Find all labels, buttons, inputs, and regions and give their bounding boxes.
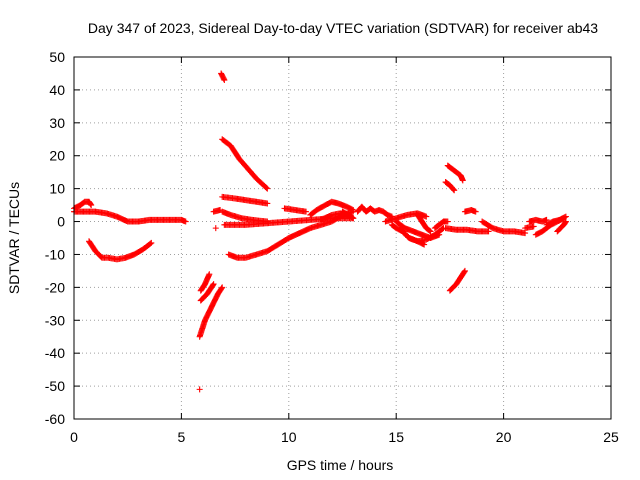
data-point: [218, 285, 225, 292]
data-point: [421, 241, 428, 248]
data-point: [302, 208, 309, 215]
data-point: [350, 215, 357, 222]
data-point: [426, 227, 433, 234]
data-point: [562, 218, 569, 225]
y-tick-label: -20: [45, 279, 65, 295]
data-point: [427, 228, 434, 235]
data-point: [263, 184, 270, 191]
data-point: [451, 187, 458, 194]
data-point: [209, 282, 216, 289]
data-point: [423, 213, 430, 220]
y-tick-label: 10: [49, 181, 65, 197]
data-point: [147, 240, 154, 247]
data-point: [436, 231, 443, 238]
y-tick-label: 20: [49, 148, 65, 164]
x-tick-label: 0: [70, 429, 78, 445]
y-tick-label: -50: [45, 378, 65, 394]
x-tick-label: 20: [496, 429, 512, 445]
data-point: [264, 185, 271, 192]
data-point: [196, 386, 203, 393]
axis-ticks: [73, 56, 612, 420]
chart-title: Day 347 of 2023, Sidereal Day-to-day VTE…: [88, 20, 598, 36]
data-point: [485, 228, 492, 235]
y-axis-label: SDTVAR / TECUs: [6, 182, 22, 294]
data-point: [444, 218, 451, 225]
data-point: [461, 268, 468, 275]
data-point: [459, 177, 466, 184]
data-point: [148, 239, 155, 246]
data-point: [182, 218, 189, 225]
x-tick-label: 10: [281, 429, 297, 445]
data-point: [88, 202, 95, 209]
data-point: [450, 186, 457, 193]
y-tick-label: -30: [45, 312, 65, 328]
plot-frame: [73, 56, 612, 420]
x-tick-labels: 0 5 10 15 20 25: [70, 429, 619, 445]
data-point: [472, 208, 479, 215]
x-tick-label: 25: [603, 429, 619, 445]
data-point: [350, 207, 357, 214]
y-tick-label: 50: [49, 49, 65, 65]
data-point: [219, 284, 226, 291]
data-point: [530, 223, 537, 230]
data-point: [221, 77, 228, 84]
y-tick-labels: -60 -50 -40 -30 -20 -10 0 10 20 30 40 50: [45, 49, 65, 427]
data-point: [349, 214, 356, 221]
y-tick-label: -10: [45, 246, 65, 262]
y-tick-label: -60: [45, 411, 65, 427]
y-tick-label: 0: [57, 214, 65, 230]
data-point: [206, 271, 213, 278]
data-point: [264, 200, 271, 207]
x-tick-label: 5: [178, 429, 186, 445]
data-point: [461, 267, 468, 274]
data-point: [212, 225, 219, 232]
data-points: [71, 70, 569, 393]
y-tick-label: 40: [49, 82, 65, 98]
data-point: [210, 281, 217, 288]
y-tick-label: 30: [49, 115, 65, 131]
y-tick-label: -40: [45, 345, 65, 361]
x-axis-label: GPS time / hours: [287, 457, 394, 473]
x-tick-label: 15: [388, 429, 404, 445]
